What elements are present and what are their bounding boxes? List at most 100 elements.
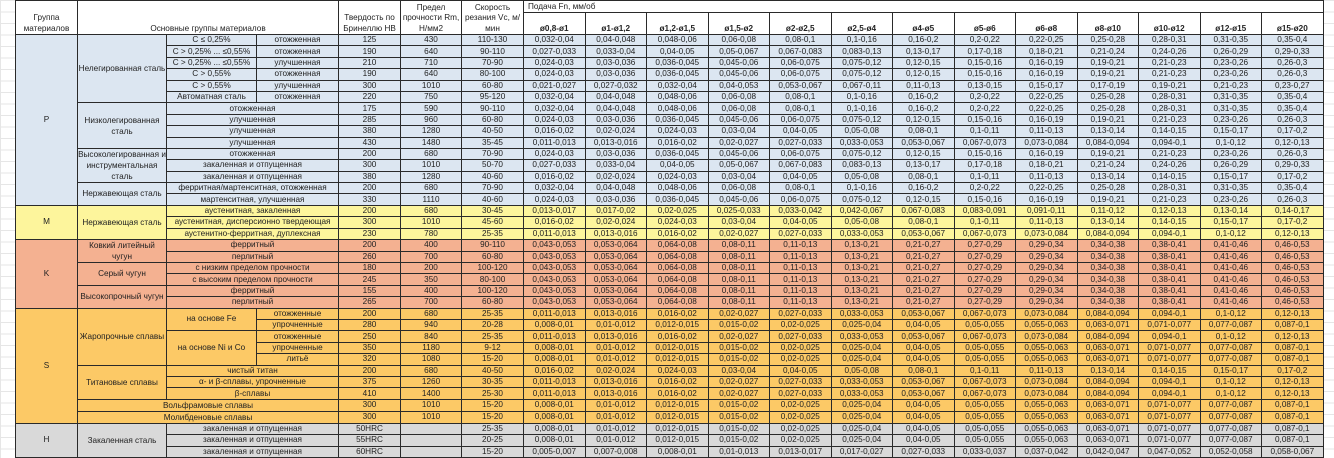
speed-value: 70-90 [461,182,525,195]
feed-value: 0,032-0,04 [523,102,586,115]
feed-value: 0,084-0,094 [1076,330,1140,343]
strength-value: 960 [400,113,463,127]
feed-value: 0,08-0,1 [769,182,832,195]
material-state: ферритная/мартенситная, отожженная [165,182,340,195]
feed-value: 0,19-0,21 [1138,79,1201,92]
feed-value: 0,16-0,19 [1015,113,1078,127]
feed-value: 0,29-0,33 [1261,159,1324,172]
material-state: β-сплавы [165,387,340,400]
strength-value: 700 [400,296,463,309]
speed-value: 110-130 [461,33,525,47]
feed-value: 0,46-0,53 [1261,239,1324,252]
feed-value: 0,04-0,05 [769,364,832,377]
feed-value: 0,13-0,14 [1076,125,1140,138]
feed-value: 0,024-0,03 [523,56,586,70]
feed-value: 0,053-0,067 [892,387,955,400]
feed-value: 0,08-0,1 [769,90,832,104]
feed-value: 0,11-0,13 [769,239,832,252]
feed-value: 0,46-0,53 [1261,262,1324,275]
hardness-value: 330 [338,193,402,206]
feed-value: 0,21-0,23 [1199,79,1263,92]
feed-value: 0,06-0,075 [769,113,832,127]
feed-value: 0,34-0,38 [1076,262,1140,275]
feed-value: 0,024-0,03 [523,113,586,127]
material-state: улучшенная [255,56,340,70]
feed-value: 0,1-0,11 [953,216,1017,229]
feed-value: 0,16-0,19 [1015,193,1078,206]
feed-value: 0,38-0,41 [1138,250,1201,264]
feed-value: 0,016-0,02 [646,375,709,389]
feed-value: 0,064-0,08 [646,273,709,286]
feed-value: 0,013-0,016 [584,375,648,389]
material-subgroup: Низколегированная сталь [77,102,167,149]
feed-value: 0,26-0,29 [1199,45,1263,58]
strength-value: 1010 [400,398,463,412]
feed-value: 0,13-0,14 [1076,364,1140,377]
speed-value: 70-90 [461,56,525,70]
feed-value: 0,015-0,02 [707,434,771,447]
hardness-value: 300 [338,159,402,172]
strength-value [400,434,463,447]
feed-value: 0,03-0,036 [584,147,648,161]
feed-value: 0,015-0,02 [707,341,771,355]
material-state: отожженная [165,102,340,115]
feed-value: 0,06-0,075 [769,193,832,206]
table-row: Автоматная сталь отожженная 220 750 95-120 0,… [15,90,1324,104]
feed-value: 0,12-0,15 [892,113,955,127]
feed-value: 0,04-0,05 [892,318,955,332]
feed-value: 0,05-0,055 [953,398,1017,412]
speed-value: 25-35 [461,227,525,241]
feed-value: 0,46-0,53 [1261,273,1324,286]
speed-value: 50-70 [461,159,525,172]
table-row: улучшенная 380 1280 40-50 0,016-0,02 0,02-0,0… [15,125,1324,138]
hardness-value: 280 [338,318,402,332]
feed-value: 0,23-0,26 [1199,193,1263,206]
feed-value: 0,033-0,053 [830,330,894,343]
feed-value: 0,02-0,027 [707,136,771,149]
material-state: упрочненные [255,318,340,332]
feed-value: 0,015-0,02 [707,353,771,366]
feed-value: 0,2-0,22 [953,33,1017,47]
feed-value: 0,036-0,045 [646,113,709,127]
feed-value: 0,21-0,27 [892,262,955,275]
feed-value: 0,31-0,35 [1199,33,1263,47]
feed-value: 0,077-0,087 [1199,434,1263,447]
speed-value: 70-90 [461,147,525,161]
feed-value: 0,04-0,05 [769,125,832,138]
feed-value: 0,05-0,067 [707,45,771,58]
feed-value: 0,21-0,23 [1138,193,1201,206]
feed-value: 0,24-0,26 [1138,159,1201,172]
feed-value: 0,05-0,055 [953,318,1017,332]
hardness-value: 380 [338,170,402,184]
header-diameter: ø1,2-ø1,5 [646,12,709,35]
feed-value: 0,011-0,013 [523,136,586,149]
feed-value: 0,05-0,08 [830,170,894,184]
hardness-value: 210 [338,56,402,70]
feed-value: 0,38-0,41 [1138,284,1201,298]
hardness-value: 200 [338,364,402,377]
feed-value: 0,02-0,025 [769,410,832,424]
speed-value: 60-80 [461,79,525,92]
feed-value: 0,083-0,13 [830,159,894,172]
table-row: закаленная и отпущенная 380 1280 40-60 0,016… [15,170,1324,184]
feed-value: 0,03-0,036 [584,113,648,127]
speed-value: 15-20 [461,353,525,366]
feed-value: 0,075-0,12 [830,68,894,81]
feed-value: 0,043-0,053 [523,296,586,309]
feed-value: 0,027-0,033 [769,387,832,400]
hardness-value: 175 [338,102,402,115]
header-diameter: ø2-ø2,5 [769,12,832,35]
table-row: с высоким пределом прочности 245 350 80-100… [15,273,1324,286]
feed-value: 0,22-0,25 [1015,102,1078,115]
feed-value: 0,071-0,077 [1138,410,1201,424]
feed-value: 0,11-0,12 [1076,204,1140,218]
feed-value: 0,13-0,17 [892,159,955,172]
feed-value: 0,067-0,083 [769,45,832,58]
feed-value: 0,094-0,1 [1138,136,1201,149]
feed-value: 0,087-0,1 [1261,318,1324,332]
feed-value: 0,087-0,1 [1261,341,1324,355]
feed-value: 0,21-0,27 [892,239,955,252]
feed-value: 0,02-0,024 [584,364,648,377]
feed-value: 0,23-0,26 [1199,68,1263,81]
strength-value: 1180 [400,341,463,355]
